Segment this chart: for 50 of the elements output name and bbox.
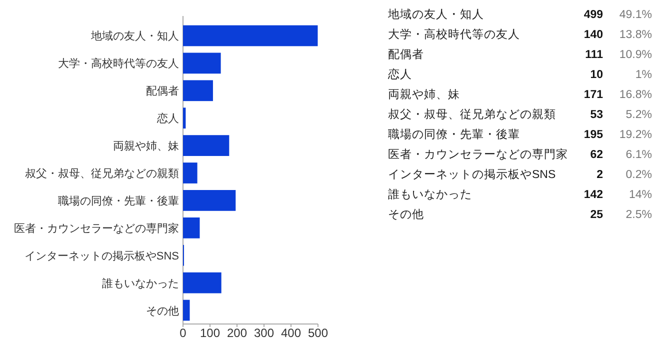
x-tick-label: 0	[180, 326, 187, 340]
y-tick-label: インターネットの掲示板やSNS	[24, 250, 179, 262]
y-tick-label: 誰もいなかった	[102, 276, 179, 290]
y-tick-label: 叔父・叔母、従兄弟などの親類	[25, 167, 179, 180]
data-label: 25	[590, 209, 604, 221]
category-label: 配偶者	[388, 48, 424, 61]
data-label: 10.9%	[619, 49, 652, 61]
data-label: 142	[584, 189, 603, 201]
data-label: 13.8%	[619, 29, 652, 41]
category-label: 叔父・叔母、従兄弟などの親類	[388, 107, 556, 121]
y-tick-label: 大学・高校時代等の友人	[58, 57, 179, 70]
data-label: 2.5%	[626, 209, 652, 221]
data-label: 62	[590, 149, 603, 161]
x-tick-label: 100	[200, 326, 220, 340]
category-label: 恋人	[387, 67, 412, 81]
data-label: 49.1%	[619, 9, 652, 21]
y-tick-label: 配偶者	[146, 84, 179, 98]
category-label: インターネットの掲示板やSNS	[388, 168, 556, 181]
data-label: 5.2%	[626, 109, 652, 121]
data-label: 1%	[635, 69, 652, 81]
y-tick-label: 地域の友人・知人	[90, 30, 179, 43]
category-label: 医者・カウンセラーなどの専門家	[388, 147, 568, 161]
y-tick-label: 恋人	[156, 112, 179, 126]
data-label: 16.8%	[619, 89, 652, 101]
data-label: 140	[584, 29, 603, 41]
data-label: 2	[596, 169, 603, 181]
category-label: 両親や姉、妹	[388, 87, 460, 101]
x-tick-label: 500	[308, 326, 328, 340]
x-tick-label: 200	[226, 326, 248, 340]
data-label: 111	[585, 49, 604, 61]
data-label: 6.1%	[626, 149, 652, 161]
y-tick-label: 職場の同僚・先輩・後輩	[58, 194, 179, 208]
data-label: 10	[590, 69, 603, 81]
category-label: 誰もいなかった	[388, 188, 472, 201]
y-tick-label: 両親や姉、妹	[113, 140, 179, 153]
data-label: 0.2%	[626, 169, 652, 181]
category-label: 地域の友人・知人	[387, 8, 484, 21]
category-label: その他	[388, 208, 424, 221]
y-tick-label: 医者・カウンセラーなどの専門家	[14, 222, 179, 235]
data-label: 499	[584, 9, 603, 21]
data-label: 19.2%	[619, 129, 652, 141]
category-label: 職場の同僚・先輩・後輩	[388, 127, 520, 141]
x-tick-label: 400	[280, 326, 302, 340]
y-tick-label: その他	[146, 305, 179, 318]
data-label: 171	[584, 89, 604, 101]
category-label: 大学・高校時代等の友人	[388, 27, 520, 41]
data-label: 195	[584, 129, 604, 141]
data-label: 53	[590, 109, 603, 121]
data-label: 14%	[628, 189, 652, 201]
x-tick-label: 300	[254, 326, 274, 340]
